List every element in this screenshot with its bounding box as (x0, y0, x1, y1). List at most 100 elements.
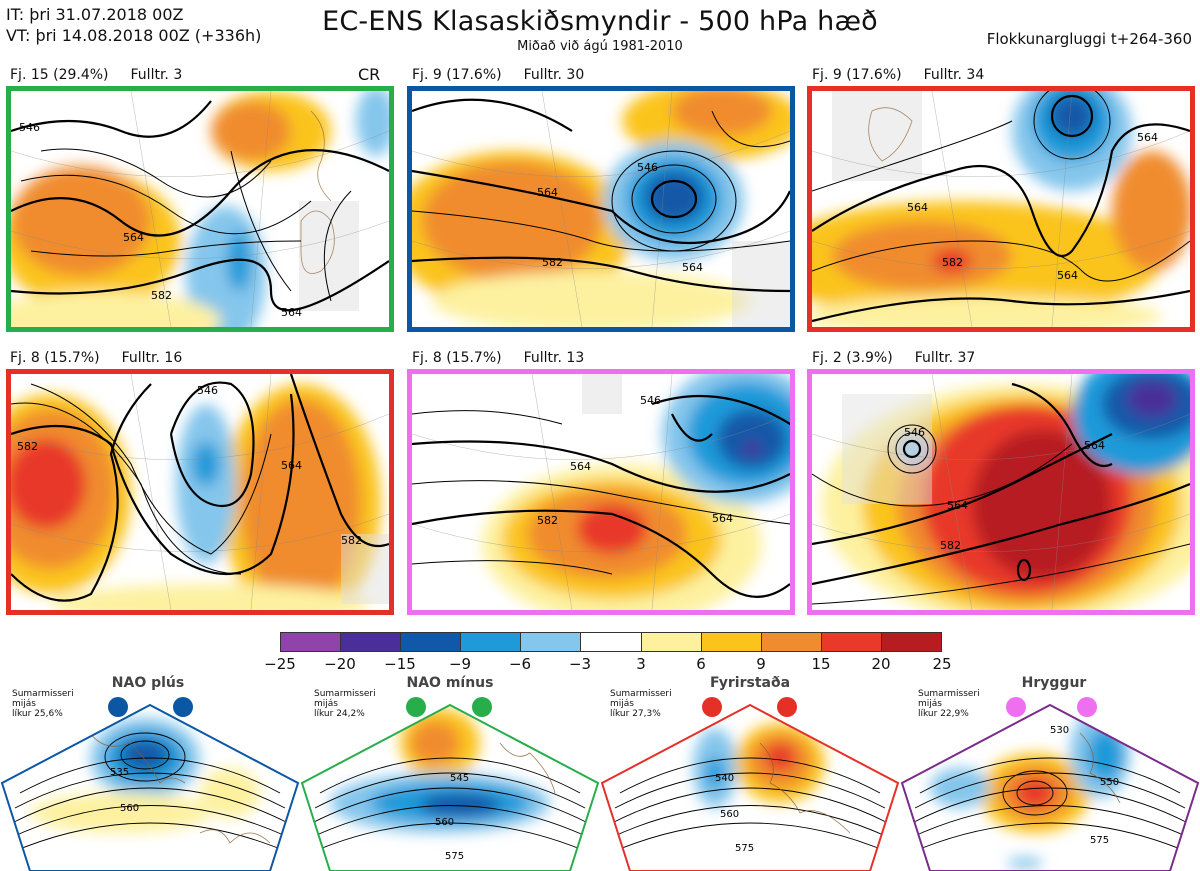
regime-title: NAO mínus (406, 675, 494, 691)
colorbar-tick: 6 (696, 655, 706, 673)
regime-dot (406, 697, 426, 717)
panel-label: Fj. 8 (15.7%) Fulltr. 13 (412, 350, 606, 366)
regime-frequency: líkur 22,9% (918, 709, 969, 719)
colorbar-tick: 25 (932, 655, 952, 673)
contour-label: 560 (720, 809, 739, 820)
regime-blocking: Fyrirstaða Sumarmisseri mijás líkur 27,3… (600, 675, 900, 871)
regime-dot (1077, 697, 1097, 717)
contour-label: 535 (110, 767, 129, 778)
map-canvas: 546 564 582 564 (11, 91, 389, 327)
colorbar-bin (821, 633, 882, 651)
regime-dot (108, 697, 128, 717)
colorbar-tick: 15 (811, 655, 831, 673)
cluster-count: Fj. 9 (17.6%) (412, 67, 502, 83)
contour-label: 575 (445, 851, 464, 862)
regime-dot (472, 697, 492, 717)
colorbar-bin (281, 633, 342, 651)
colorbar-bin (461, 633, 522, 651)
colorbar-tick: −20 (324, 655, 356, 673)
map-canvas: 546 564 582 564 (412, 91, 790, 327)
issue-time: IT: þri 31.07.2018 00Z (6, 5, 184, 24)
colorbar (280, 632, 942, 652)
regime-type: mijás (12, 699, 36, 709)
contour-label: 546 (19, 121, 40, 134)
regime-season: Sumarmisseri (610, 689, 672, 699)
colorbar-bin (761, 633, 822, 651)
contour-label: 545 (450, 773, 469, 784)
regime-map: 545 560 575 (300, 703, 600, 871)
contour-label: 564 (537, 186, 558, 199)
colorbar-bin (341, 633, 402, 651)
cluster-count: Fj. 9 (17.6%) (812, 67, 902, 83)
cluster-count: Fj. 8 (15.7%) (412, 350, 502, 366)
regime-season: Sumarmisseri (12, 689, 74, 699)
panel-label: Fj. 15 (29.4%) Fulltr. 3 (10, 67, 204, 83)
regime-title: NAO plús (111, 675, 185, 691)
colorbar-tick: −25 (264, 655, 296, 673)
colorbar-bin (641, 633, 702, 651)
regime-dot (173, 697, 193, 717)
colorbar-bin (701, 633, 762, 651)
regime-type: mijás (610, 699, 634, 709)
cluster-count: Fj. 15 (29.4%) (10, 67, 109, 83)
contour-label: 564 (682, 261, 703, 274)
regime-nao-plus: NAO plús Sumarmisseri mijás líkur 25,6% (0, 675, 300, 871)
contour-label: 564 (1084, 439, 1105, 452)
contour-label: 564 (907, 201, 928, 214)
cluster-map-1: 546 564 582 564 (6, 86, 394, 332)
contour-label: 575 (735, 843, 754, 854)
contour-label: 582 (341, 534, 362, 547)
panel-label: Fj. 2 (3.9%) Fulltr. 37 (812, 350, 997, 366)
contour-label: 582 (17, 440, 38, 453)
contour-label: 560 (120, 803, 139, 814)
regime-info: Sumarmisseri mijás líkur 24,2% (314, 689, 376, 719)
colorbar-tick: 20 (871, 655, 891, 673)
contour-label: 582 (151, 289, 172, 302)
contour-label: 564 (123, 231, 144, 244)
regime-dot (1006, 697, 1026, 717)
colorbar-tick: −15 (384, 655, 416, 673)
regime-frequency: líkur 25,6% (12, 709, 63, 719)
contour-label: 546 (640, 394, 661, 407)
cluster-representative: Fulltr. 16 (121, 350, 183, 366)
regime-info: Sumarmisseri mijás líkur 27,3% (610, 689, 672, 719)
cluster-map-6: 546 564 582 564 (807, 369, 1195, 615)
cluster-map-5: 546 564 582 564 (407, 369, 795, 615)
cluster-representative: Fulltr. 3 (130, 67, 183, 83)
contour-label: 546 (904, 426, 925, 439)
cluster-representative: Fulltr. 37 (914, 350, 976, 366)
cluster-count: Fj. 8 (15.7%) (10, 350, 100, 366)
regime-map: 535 560 (0, 703, 300, 871)
regime-map: 530 550 575 (900, 703, 1200, 871)
regime-type: mijás (918, 699, 942, 709)
contour-label: 546 (637, 161, 658, 174)
contour-label: 564 (281, 306, 302, 319)
map-canvas: 546 564 582 564 (812, 374, 1190, 610)
contour-label: 564 (947, 499, 968, 512)
regime-frequency: líkur 24,2% (314, 709, 365, 719)
regime-info: Sumarmisseri mijás líkur 25,6% (12, 689, 74, 719)
contour-label: 564 (1137, 131, 1158, 144)
page-title: EC-ENS Klasaskiðsmyndir - 500 hPa hæð (322, 6, 878, 37)
regime-map: 540 560 575 (600, 703, 900, 871)
cluster-map-2: 546 564 582 564 (407, 86, 795, 332)
contour-label: 582 (537, 514, 558, 527)
regime-type: mijás (314, 699, 338, 709)
regime-title: Fyrirstaða (709, 675, 791, 691)
cr-label: CR (358, 65, 381, 84)
contour-label: 564 (712, 512, 733, 525)
contour-label: 540 (715, 773, 734, 784)
contour-label: 564 (1057, 269, 1078, 282)
classification-window: Flokkunargluggi t+264-360 (986, 30, 1192, 48)
cluster-count: Fj. 2 (3.9%) (812, 350, 893, 366)
contour-label: 575 (1090, 835, 1109, 846)
cluster-map-4: 546 582 564 582 (6, 369, 394, 615)
regime-season: Sumarmisseri (918, 689, 980, 699)
valid-time: VT: þri 14.08.2018 00Z (+336h) (6, 26, 262, 45)
contour-label: 546 (197, 384, 218, 397)
contour-label: 564 (570, 460, 591, 473)
regime-frequency: líkur 27,3% (610, 709, 661, 719)
contour-label: 582 (942, 256, 963, 269)
contour-label: 582 (940, 539, 961, 552)
header-times: IT: þri 31.07.2018 00Z VT: þri 14.08.201… (6, 4, 261, 46)
